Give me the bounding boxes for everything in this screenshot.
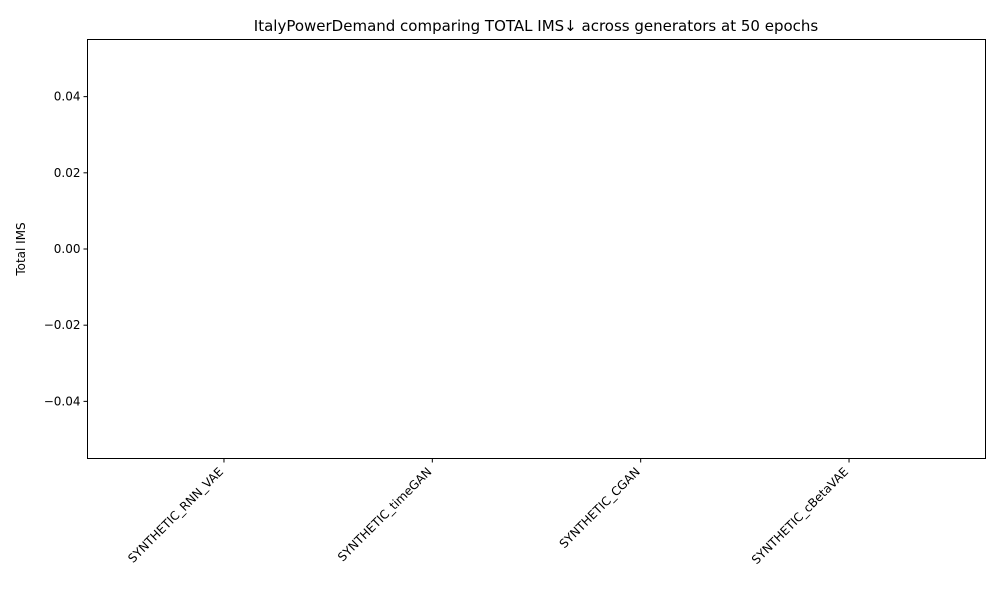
y-tick-label: 0.04	[54, 90, 81, 104]
y-axis-ticks: 0.04 0.02 0.00 −0.02 −0.04	[44, 90, 88, 408]
y-tick-label: −0.02	[44, 318, 81, 332]
y-axis-label: Total IMS	[14, 222, 28, 276]
x-tick-label: SYNTHETIC_RNN_VAE	[125, 465, 226, 566]
plot-area-frame	[87, 39, 986, 459]
y-tick-label: −0.04	[44, 394, 81, 408]
chart-title: ItalyPowerDemand comparing TOTAL IMS↓ ac…	[254, 17, 819, 35]
x-tick-label: SYNTHETIC_CGAN	[557, 465, 643, 551]
x-tick-label: SYNTHETIC_cBetaVAE	[749, 465, 851, 567]
y-tick-label: 0.02	[54, 166, 81, 180]
y-tick-label: 0.00	[54, 242, 81, 256]
x-tick-label: SYNTHETIC_timeGAN	[335, 465, 434, 564]
x-axis-ticks: SYNTHETIC_RNN_VAE SYNTHETIC_timeGAN SYNTHE…	[125, 458, 851, 567]
